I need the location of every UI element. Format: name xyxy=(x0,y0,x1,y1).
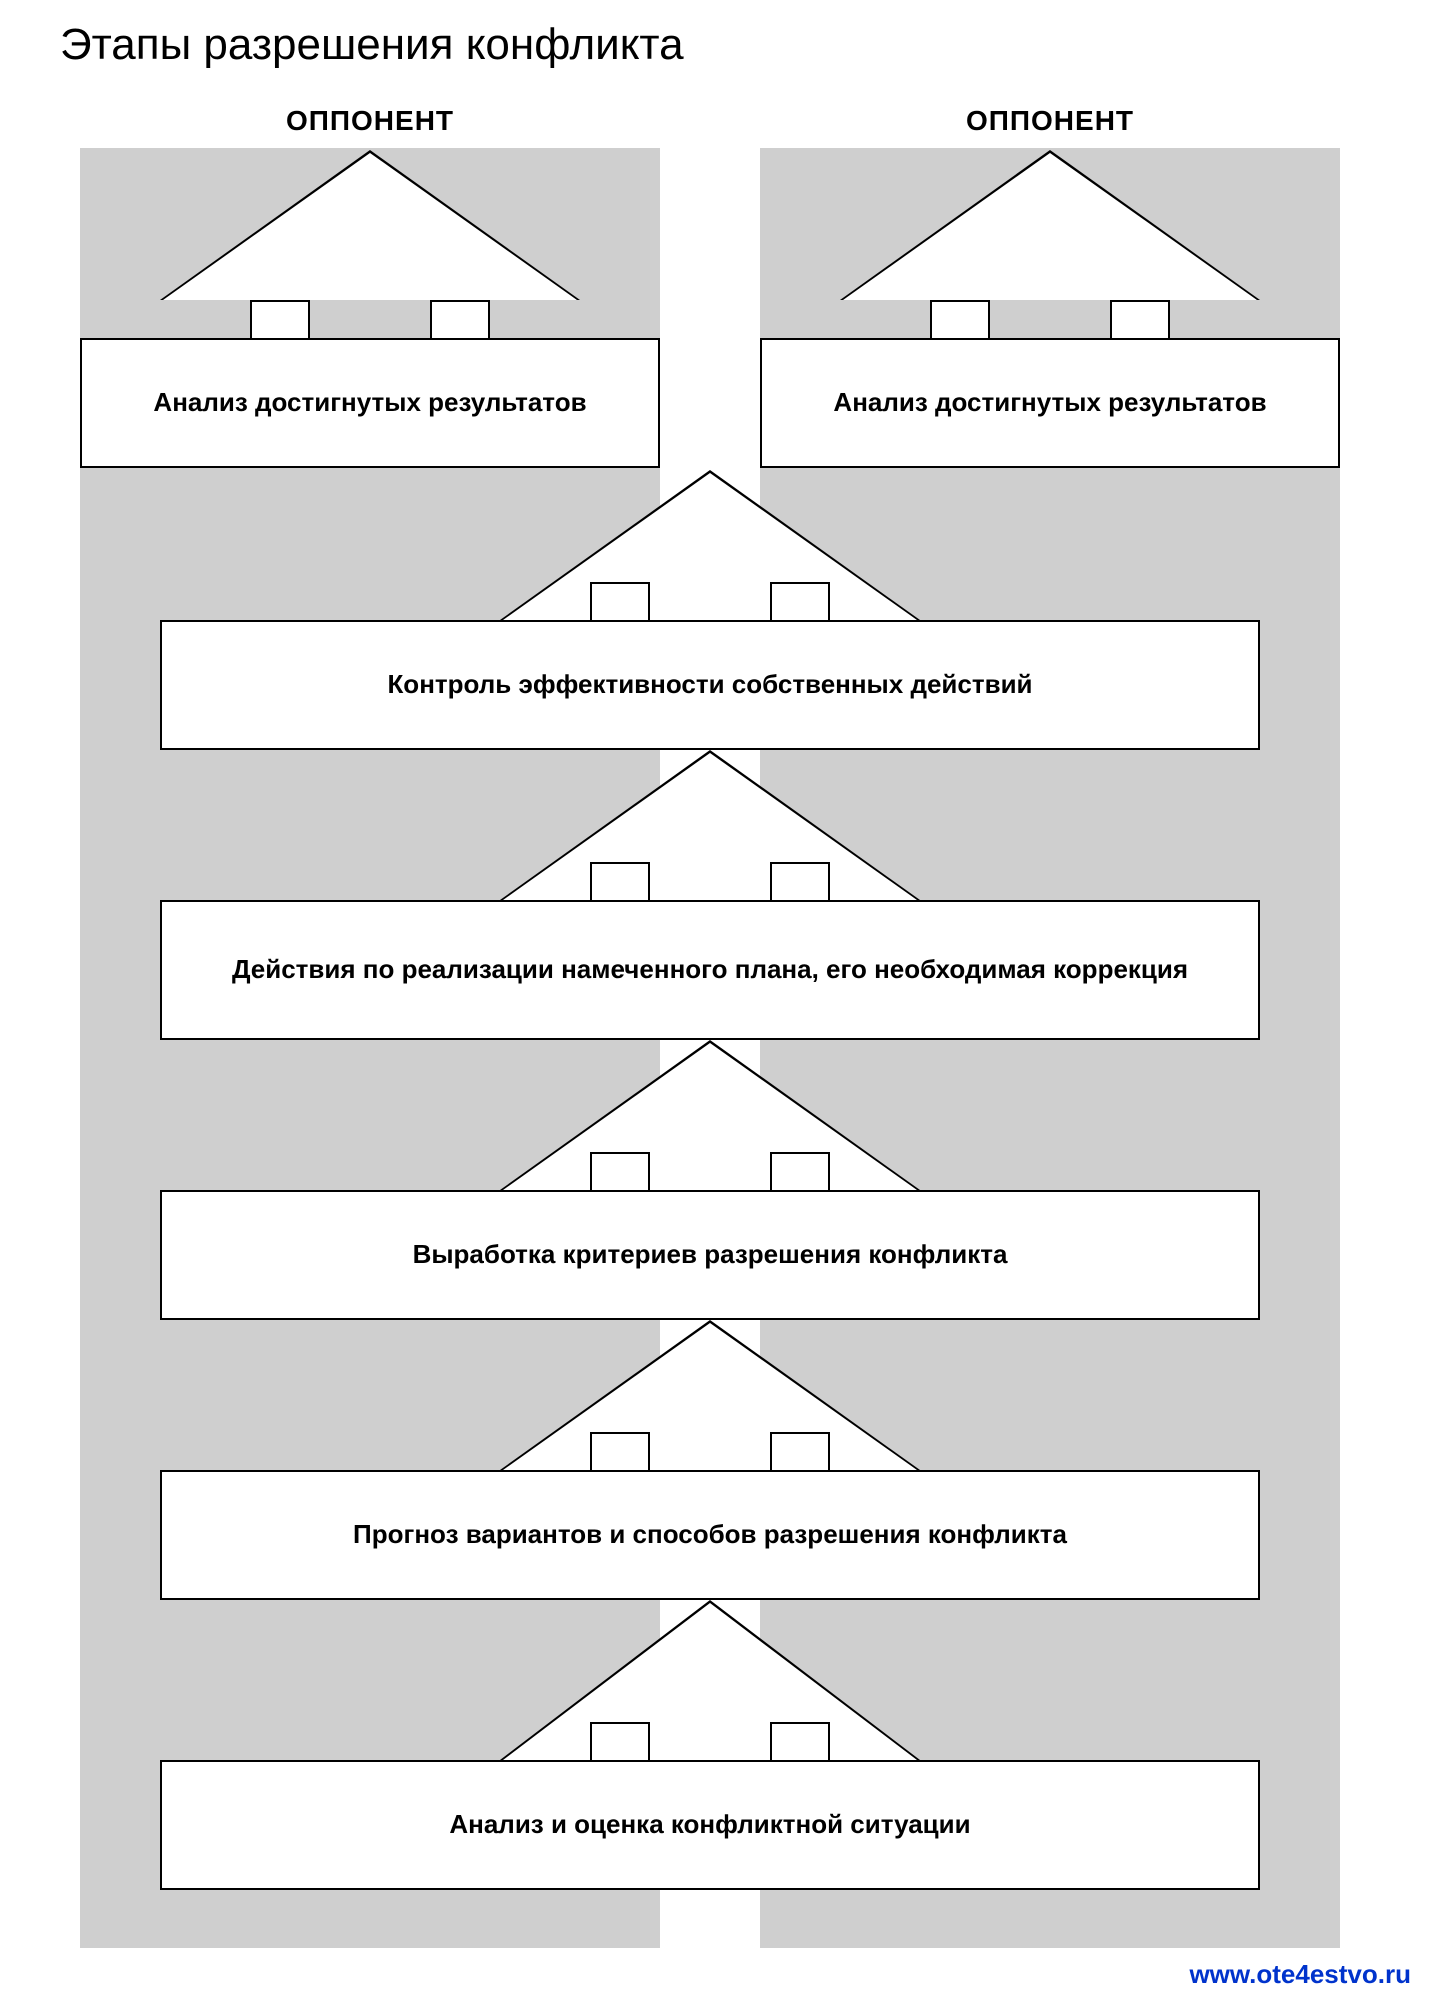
arrow-notch-right xyxy=(770,862,830,902)
arrow-notch-left xyxy=(250,300,310,340)
arrow-notch-right xyxy=(770,582,830,622)
arrow-box-stage-control: Контроль эффективности собственных дейст… xyxy=(160,470,1260,750)
arrow-box-label-top-right: Анализ достигнутых результатов xyxy=(760,338,1340,468)
arrow-box-stage-forecast: Прогноз вариантов и способов разрешения … xyxy=(160,1320,1260,1600)
arrow-notch-left xyxy=(590,1432,650,1472)
arrow-head-fill-icon xyxy=(163,153,577,300)
arrow-notch-right xyxy=(770,1152,830,1192)
arrow-notch-left xyxy=(590,1722,650,1762)
source-link[interactable]: www.ote4estvo.ru xyxy=(1189,1959,1411,1990)
arrow-notch-left xyxy=(930,300,990,340)
arrow-head-fill-icon xyxy=(503,753,917,900)
arrow-notch-right xyxy=(770,1722,830,1762)
arrow-head-fill-icon xyxy=(503,1603,917,1760)
arrow-box-stage-criteria: Выработка критериев разрешения конфликта xyxy=(160,1040,1260,1320)
diagram-page: Этапы разрешения конфликта ОППОНЕНТ ОППО… xyxy=(0,0,1431,2000)
arrow-box-label-stage-analysis: Анализ и оценка конфликтной ситуации xyxy=(160,1760,1260,1890)
arrow-head-fill-icon xyxy=(503,1323,917,1470)
arrow-box-label-stage-control: Контроль эффективности собственных дейст… xyxy=(160,620,1260,750)
arrow-notch-right xyxy=(770,1432,830,1472)
arrow-head-fill-icon xyxy=(503,473,917,620)
arrow-notch-left xyxy=(590,582,650,622)
opponent-label-right: ОППОНЕНТ xyxy=(760,105,1340,137)
arrow-box-top-right: Анализ достигнутых результатов xyxy=(760,150,1340,468)
arrow-notch-left xyxy=(590,862,650,902)
arrow-box-label-stage-criteria: Выработка критериев разрешения конфликта xyxy=(160,1190,1260,1320)
arrow-notch-right xyxy=(1110,300,1170,340)
opponent-label-left: ОППОНЕНТ xyxy=(80,105,660,137)
arrow-box-label-stage-forecast: Прогноз вариантов и способов разрешения … xyxy=(160,1470,1260,1600)
arrow-notch-left xyxy=(590,1152,650,1192)
page-title: Этапы разрешения конфликта xyxy=(60,20,684,70)
arrow-head-fill-icon xyxy=(503,1043,917,1190)
arrow-head-fill-icon xyxy=(843,153,1257,300)
arrow-box-stage-analysis: Анализ и оценка конфликтной ситуации xyxy=(160,1600,1260,1890)
arrow-box-stage-actions: Действия по реализации намеченного плана… xyxy=(160,750,1260,1040)
arrow-box-top-left: Анализ достигнутых результатов xyxy=(80,150,660,468)
arrow-box-label-top-left: Анализ достигнутых результатов xyxy=(80,338,660,468)
arrow-notch-right xyxy=(430,300,490,340)
arrow-box-label-stage-actions: Действия по реализации намеченного плана… xyxy=(160,900,1260,1040)
